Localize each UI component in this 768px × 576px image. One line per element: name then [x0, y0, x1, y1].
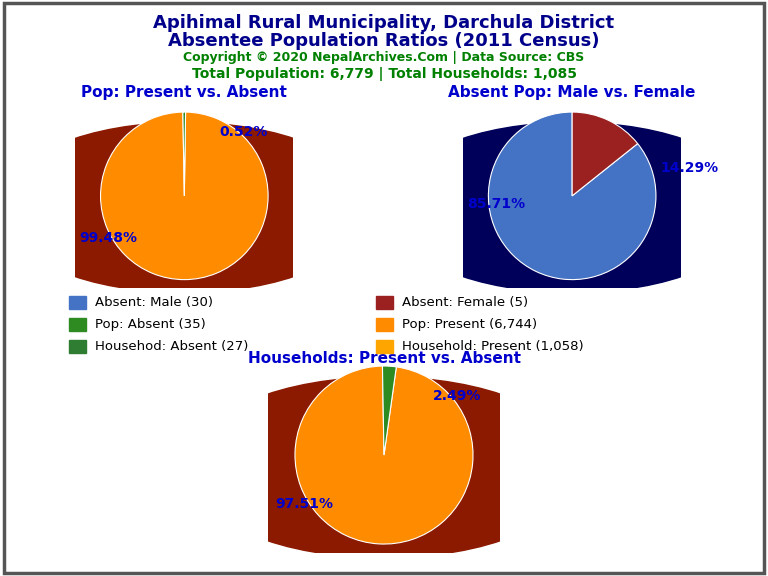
Wedge shape [295, 366, 473, 544]
Ellipse shape [197, 386, 571, 545]
Wedge shape [488, 112, 656, 279]
Ellipse shape [197, 382, 571, 541]
Ellipse shape [197, 397, 571, 555]
Ellipse shape [396, 142, 749, 291]
Ellipse shape [396, 136, 749, 285]
Wedge shape [183, 112, 186, 196]
Ellipse shape [396, 131, 749, 281]
Ellipse shape [8, 123, 361, 272]
Ellipse shape [8, 137, 361, 286]
Ellipse shape [8, 130, 361, 279]
Ellipse shape [396, 134, 749, 283]
Text: Apihimal Rural Municipality, Darchula District: Apihimal Rural Municipality, Darchula Di… [154, 14, 614, 32]
Text: Pop: Present (6,744): Pop: Present (6,744) [402, 318, 538, 331]
Ellipse shape [8, 132, 361, 282]
Ellipse shape [8, 128, 361, 278]
Ellipse shape [396, 123, 749, 272]
Ellipse shape [197, 378, 571, 537]
Text: 97.51%: 97.51% [276, 498, 333, 511]
Ellipse shape [396, 124, 749, 273]
Ellipse shape [197, 377, 571, 536]
Ellipse shape [8, 124, 361, 273]
Text: 85.71%: 85.71% [468, 198, 525, 211]
Text: 99.48%: 99.48% [80, 231, 137, 245]
Text: Household: Present (1,058): Household: Present (1,058) [402, 340, 584, 353]
Ellipse shape [396, 135, 749, 284]
Ellipse shape [8, 138, 361, 287]
Ellipse shape [8, 127, 361, 276]
Ellipse shape [197, 390, 571, 549]
Ellipse shape [396, 132, 749, 282]
Ellipse shape [197, 389, 571, 547]
Text: Absent: Male (30): Absent: Male (30) [95, 296, 214, 309]
Wedge shape [382, 366, 396, 455]
Ellipse shape [396, 127, 749, 276]
Ellipse shape [8, 139, 361, 289]
Ellipse shape [396, 125, 749, 274]
Ellipse shape [8, 143, 361, 293]
Ellipse shape [8, 125, 361, 274]
Title: Pop: Present vs. Absent: Pop: Present vs. Absent [81, 85, 287, 100]
Ellipse shape [197, 392, 571, 550]
Text: 2.49%: 2.49% [433, 389, 482, 403]
Ellipse shape [8, 126, 361, 275]
Ellipse shape [197, 394, 571, 552]
Wedge shape [101, 112, 268, 279]
Ellipse shape [197, 381, 571, 540]
Ellipse shape [8, 135, 361, 284]
Ellipse shape [396, 137, 749, 286]
Wedge shape [572, 112, 637, 196]
Ellipse shape [396, 130, 749, 279]
Ellipse shape [8, 131, 361, 281]
Text: Households: Present vs. Absent: Households: Present vs. Absent [247, 351, 521, 366]
Text: Absent: Female (5): Absent: Female (5) [402, 296, 528, 309]
Ellipse shape [197, 393, 571, 551]
Text: Pop: Absent (35): Pop: Absent (35) [95, 318, 206, 331]
Text: 14.29%: 14.29% [660, 161, 718, 175]
Text: Absentee Population Ratios (2011 Census): Absentee Population Ratios (2011 Census) [168, 32, 600, 50]
Text: Copyright © 2020 NepalArchives.Com | Data Source: CBS: Copyright © 2020 NepalArchives.Com | Dat… [184, 51, 584, 64]
Ellipse shape [396, 138, 749, 287]
Ellipse shape [197, 399, 571, 558]
Ellipse shape [396, 141, 749, 290]
Ellipse shape [197, 380, 571, 538]
Text: Total Population: 6,779 | Total Households: 1,085: Total Population: 6,779 | Total Househol… [191, 67, 577, 81]
Ellipse shape [8, 136, 361, 285]
Ellipse shape [197, 388, 571, 546]
Ellipse shape [8, 141, 361, 290]
Ellipse shape [396, 128, 749, 278]
Ellipse shape [8, 134, 361, 283]
Ellipse shape [197, 385, 571, 544]
Ellipse shape [197, 398, 571, 556]
Text: Househod: Absent (27): Househod: Absent (27) [95, 340, 249, 353]
Ellipse shape [396, 139, 749, 289]
Ellipse shape [396, 126, 749, 275]
Ellipse shape [8, 142, 361, 291]
Ellipse shape [197, 384, 571, 542]
Title: Absent Pop: Male vs. Female: Absent Pop: Male vs. Female [449, 85, 696, 100]
Text: 0.52%: 0.52% [220, 124, 268, 138]
Ellipse shape [396, 143, 749, 293]
Ellipse shape [197, 395, 571, 554]
